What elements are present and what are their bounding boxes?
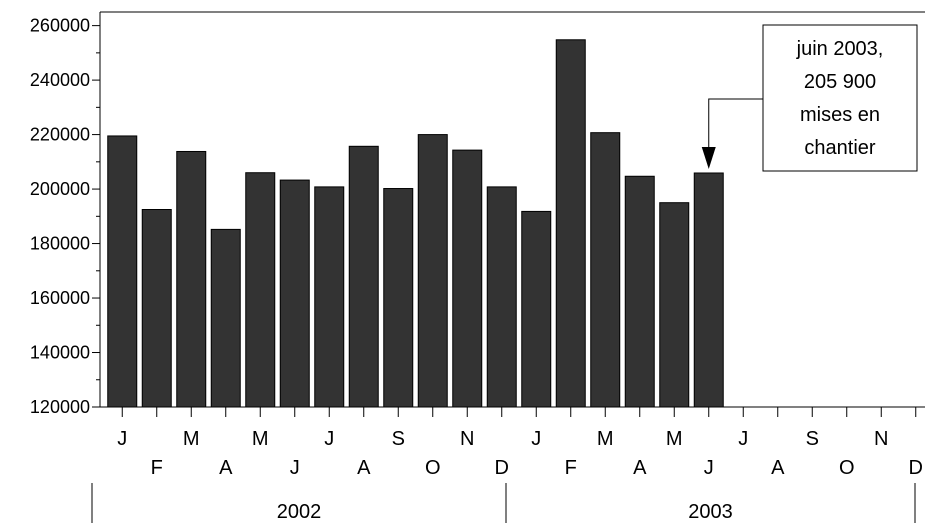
- bar: [521, 210, 552, 408]
- bar: [245, 172, 276, 408]
- x-tick-label: S: [806, 428, 819, 450]
- x-tick-label: D: [495, 457, 509, 479]
- x-tick-label: J: [324, 428, 334, 450]
- bar: [452, 149, 483, 408]
- bar: [210, 228, 241, 408]
- bar: [659, 202, 690, 408]
- x-tick-label: J: [290, 457, 300, 479]
- x-tick-label: J: [704, 457, 714, 479]
- x-tick-label: M: [252, 428, 269, 450]
- annotation-text: juin 2003,: [796, 38, 884, 60]
- x-tick-label: D: [909, 457, 923, 479]
- x-tick-label: S: [392, 428, 405, 450]
- bars: [107, 39, 724, 408]
- bar: [383, 188, 414, 408]
- x-tick-label: A: [633, 457, 647, 479]
- bar: [107, 135, 138, 408]
- bar: [348, 145, 379, 408]
- x-tick-label: A: [771, 457, 785, 479]
- y-tick-label: 140000: [30, 343, 90, 363]
- bar: [279, 179, 310, 408]
- x-tick-label: M: [666, 428, 683, 450]
- bar: [693, 172, 724, 408]
- bar: [486, 186, 517, 408]
- x-tick-label: O: [839, 457, 855, 479]
- x-tick-label: J: [117, 428, 127, 450]
- bar: [624, 175, 655, 408]
- x-tick-label: A: [357, 457, 371, 479]
- y-tick-label: 160000: [30, 288, 90, 308]
- x-tick-label: F: [565, 457, 577, 479]
- bar: [590, 132, 621, 408]
- annotation: juin 2003, 205 900 mises en chantier: [701, 24, 918, 172]
- y-tick-label: 220000: [30, 125, 90, 145]
- y-tick-label: 240000: [30, 70, 90, 90]
- bar: [141, 209, 172, 408]
- x-tick-label: A: [219, 457, 233, 479]
- bar: [555, 39, 586, 408]
- x-tick-label: J: [531, 428, 541, 450]
- annotation-box: [762, 24, 918, 172]
- annotation-text: chantier: [804, 137, 875, 159]
- x-tick-label: M: [597, 428, 614, 450]
- x-tick-label: M: [183, 428, 200, 450]
- x-tick-label: N: [874, 428, 888, 450]
- year-label: 2002: [277, 501, 322, 523]
- y-tick-label: 200000: [30, 179, 90, 199]
- bar: [417, 134, 448, 408]
- annotation-arrow-head: [701, 146, 716, 169]
- annotation-text: 205 900: [804, 71, 876, 93]
- x-tick-label: N: [460, 428, 474, 450]
- x-tick-label: F: [151, 457, 163, 479]
- annotation-arrow-line: [708, 98, 763, 153]
- y-tick-label: 180000: [30, 234, 90, 254]
- year-axis: 2002 2003: [91, 483, 916, 523]
- y-tick-label: 260000: [30, 16, 90, 36]
- annotation-text: mises en: [800, 104, 880, 126]
- year-label: 2003: [688, 501, 733, 523]
- bar: [314, 186, 345, 408]
- x-tick-label: O: [425, 457, 441, 479]
- y-tick-label: 120000: [30, 397, 90, 417]
- y-axis: 120000 140000 160000 180000 200000 220000 2400…: [30, 11, 925, 417]
- x-tick-label: J: [738, 428, 748, 450]
- bar: [176, 150, 207, 408]
